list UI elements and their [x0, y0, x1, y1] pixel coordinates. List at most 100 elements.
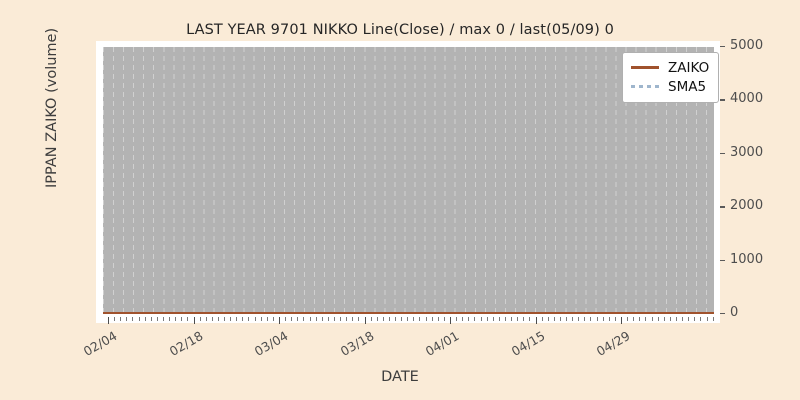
y-axis-tick-label: 4000: [730, 91, 764, 107]
x-axis-tick-label: 03/04: [251, 328, 291, 360]
x-axis-minor-tick: [175, 317, 177, 321]
legend-item-zaiko: ZAIKO: [631, 58, 709, 77]
x-axis-minor-tick: [584, 317, 586, 321]
x-axis-minor-tick: [614, 317, 616, 321]
x-axis-minor-tick: [205, 317, 207, 321]
plot-area: [103, 47, 714, 314]
x-axis-minor-tick: [248, 317, 250, 321]
x-axis-minor-tick: [578, 317, 580, 321]
x-axis-label: DATE: [381, 369, 419, 385]
x-axis-minor-tick: [486, 317, 488, 321]
y-axis-label: IPPAN ZAIKO (volume): [44, 27, 60, 188]
x-axis-minor-tick: [358, 317, 360, 321]
x-axis-tick-label: 04/15: [508, 328, 547, 360]
x-axis-major-tick: [535, 317, 537, 324]
legend-label-zaiko: ZAIKO: [668, 59, 710, 76]
x-axis-minor-tick: [541, 317, 543, 321]
x-axis-minor-tick: [413, 317, 415, 321]
x-axis-minor-tick: [443, 317, 445, 321]
x-axis-minor-tick: [114, 317, 116, 321]
x-axis-minor-tick: [456, 317, 458, 321]
x-axis-minor-tick: [388, 317, 390, 321]
y-axis-tick-label: 0: [730, 305, 739, 320]
x-axis-minor-tick: [230, 317, 232, 321]
x-axis-minor-tick: [645, 317, 647, 321]
y-axis-tick-mark: [720, 99, 725, 101]
x-axis-tick-label: 04/01: [422, 328, 462, 360]
y-axis-tick-mark: [720, 313, 725, 315]
legend-item-sma5: SMA5: [631, 77, 709, 96]
x-axis-minor-tick: [712, 317, 714, 321]
x-axis-minor-tick: [675, 317, 677, 321]
x-axis-minor-tick: [327, 317, 329, 321]
x-axis-minor-tick: [401, 317, 403, 321]
x-axis-minor-tick: [138, 317, 140, 321]
legend-swatch-zaiko-icon: [631, 66, 659, 69]
x-axis-minor-tick: [407, 317, 409, 321]
series-line-zaiko: [103, 312, 714, 314]
x-axis-minor-tick: [370, 317, 372, 321]
y-axis-tick-label: 5000: [730, 38, 764, 53]
y-axis: 0 1000 2000 3000 4000 5000: [714, 38, 800, 320]
x-axis-minor-tick: [395, 317, 397, 321]
x-axis-minor-tick: [162, 317, 164, 321]
x-axis-minor-tick: [608, 317, 610, 321]
x-axis-minor-tick: [474, 317, 476, 321]
x-axis-minor-tick: [254, 317, 256, 321]
y-axis-tick-label: 2000: [730, 198, 764, 214]
x-axis-major-tick: [108, 317, 110, 324]
x-axis-minor-tick: [419, 317, 421, 321]
x-axis-minor-tick: [700, 317, 702, 321]
x-axis-minor-tick: [126, 317, 128, 321]
x-axis-minor-tick: [321, 317, 323, 321]
x-axis-minor-tick: [633, 317, 635, 321]
x-axis-minor-tick: [559, 317, 561, 321]
x-axis-tick-label: 02/04: [80, 328, 120, 360]
x-axis-minor-tick: [120, 317, 122, 321]
y-axis-tick-mark: [720, 152, 725, 155]
x-axis-minor-tick: [688, 317, 690, 321]
x-axis-minor-tick: [211, 317, 213, 321]
x-axis-tick-label: 03/18: [337, 328, 376, 360]
x-axis-minor-tick: [260, 317, 262, 321]
x-axis-minor-tick: [425, 317, 427, 321]
x-axis-minor-tick: [694, 317, 696, 321]
x-axis-minor-tick: [431, 317, 433, 321]
grid-vertical-dashed: [103, 47, 714, 314]
x-axis-minor-tick: [468, 317, 470, 321]
x-axis-minor-tick: [492, 317, 494, 321]
chart-legend: ZAIKO SMA5: [622, 52, 720, 103]
x-axis-major-tick: [279, 317, 281, 324]
x-axis-minor-tick: [498, 317, 500, 321]
x-axis-tick-label: 02/18: [166, 328, 205, 360]
y-axis-tick-label: 1000: [730, 251, 764, 267]
x-axis-minor-tick: [297, 317, 299, 321]
x-axis-minor-tick: [504, 317, 506, 321]
x-axis-minor-tick: [132, 317, 134, 321]
x-axis-minor-tick: [291, 317, 293, 321]
x-axis-minor-tick: [376, 317, 378, 321]
x-axis-major-tick: [621, 317, 623, 324]
legend-label-sma5: SMA5: [668, 78, 707, 95]
x-axis-minor-tick: [639, 317, 641, 321]
x-axis-minor-tick: [437, 317, 439, 321]
x-axis-minor-tick: [523, 317, 525, 321]
x-axis-minor-tick: [529, 317, 531, 321]
x-axis-minor-tick: [266, 317, 268, 321]
x-axis-minor-tick: [706, 317, 708, 321]
x-axis-minor-tick: [566, 317, 568, 321]
x-axis-major-tick: [364, 317, 366, 324]
x-axis-minor-tick: [340, 317, 342, 321]
x-axis-minor-tick: [657, 317, 659, 321]
y-axis-tick-mark: [720, 46, 725, 48]
x-axis-major-tick: [450, 317, 452, 324]
x-axis-minor-tick: [480, 317, 482, 321]
x-axis-minor-tick: [572, 317, 574, 321]
x-axis-minor-tick: [547, 317, 549, 321]
x-axis-minor-tick: [187, 317, 189, 321]
x-axis-minor-tick: [224, 317, 226, 321]
x-axis-minor-tick: [236, 317, 238, 321]
x-axis-minor-tick: [382, 317, 384, 321]
x-axis-minor-tick: [511, 317, 513, 321]
x-axis-minor-tick: [553, 317, 555, 321]
